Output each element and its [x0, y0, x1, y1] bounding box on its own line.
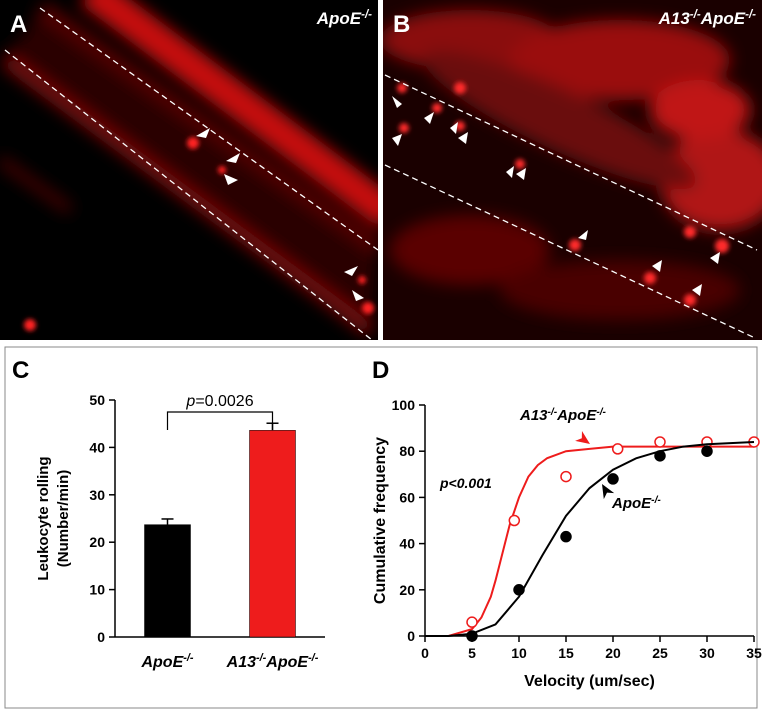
legend-label-part: -/-: [651, 495, 661, 506]
x-tick-label-part: ApoE: [265, 654, 309, 671]
x-tick-label: 30: [699, 645, 715, 661]
significance-label: p=0.0026: [185, 393, 253, 410]
y-tick-label: 0: [407, 628, 415, 644]
panel-label-part: A13: [658, 9, 691, 28]
legend-label: A13-/-ApoE-/-: [519, 407, 607, 425]
data-point: [611, 443, 624, 455]
legend-label: ApoE-/-: [611, 495, 661, 513]
legend-label-part: ApoE: [556, 407, 597, 424]
x-tick-label: 20: [605, 645, 621, 661]
legend-label-part: ApoE: [611, 495, 652, 512]
panel-label-part: -/-: [690, 9, 701, 21]
x-tick-label-part: -/-: [256, 652, 267, 664]
y-tick-label: 20: [89, 534, 105, 550]
legend-arrow: [575, 431, 590, 444]
y-tick-label: 10: [89, 582, 105, 598]
x-tick-label: 25: [652, 645, 668, 661]
data-point: [654, 450, 666, 462]
panel-label: A13-/-ApoE-/-: [658, 9, 757, 28]
y-tick-label: 30: [89, 487, 105, 503]
x-tick-label: A13-/-ApoE-/-: [226, 652, 319, 671]
data-point: [701, 445, 713, 457]
legend-label-part: -/-: [596, 407, 606, 418]
panel-frame: [4, 346, 758, 709]
legend-arrow: [602, 484, 615, 500]
y-tick-label: 0: [97, 629, 105, 645]
x-tick-label: 0: [421, 645, 429, 661]
significance-bracket: [166, 411, 274, 430]
data-point: [560, 470, 572, 483]
x-tick-label: 15: [558, 645, 574, 661]
bar: [144, 524, 191, 638]
panel-label: ApoE-/-: [316, 9, 372, 28]
panel-label-part: -/-: [361, 9, 372, 21]
y-tick-label: 40: [89, 439, 105, 455]
data-point: [607, 473, 619, 485]
legend-label-part: -/-: [548, 407, 558, 418]
data-point: [508, 514, 521, 527]
y-tick-label: 100: [392, 397, 416, 413]
panel-letter: B: [393, 11, 410, 38]
data-point: [466, 616, 478, 628]
y-tick-label: 60: [399, 489, 415, 505]
x-tick-label: 5: [468, 645, 476, 661]
y-tick-label: 40: [399, 536, 415, 552]
x-tick-label: ApoE-/-: [140, 652, 193, 671]
data-point: [466, 630, 478, 642]
error-bar: [161, 518, 174, 525]
panel-letter: D: [372, 357, 389, 384]
x-tick-label: 10: [511, 645, 527, 661]
panel-label-part: ApoE: [700, 9, 746, 28]
annotation: p<0.001: [439, 475, 492, 491]
fit-curve: [425, 440, 755, 637]
x-tick-label: 35: [746, 645, 762, 661]
legend-label-part: A13: [519, 407, 548, 424]
y-tick-label: 20: [399, 582, 415, 598]
x-tick-label-part: ApoE: [140, 654, 184, 671]
y-tick-label: 50: [89, 392, 105, 408]
panel-label-part: -/-: [745, 9, 756, 21]
x-tick-label-part: A13: [226, 654, 256, 671]
x-tick-label-part: -/-: [308, 652, 319, 664]
data-point: [560, 530, 572, 543]
significance-part: =0.0026: [195, 393, 253, 410]
y-axis-label: (Number/min): [55, 470, 72, 568]
micrograph-b: [383, 0, 762, 340]
data-point: [513, 584, 525, 596]
y-axis-label: Cumulative frequency: [372, 437, 389, 604]
significance-part: p: [185, 393, 195, 410]
data-point: [654, 436, 666, 448]
y-axis-label: Leukocyte rolling: [35, 456, 52, 580]
y-tick-label: 80: [399, 443, 415, 459]
panel-letter: C: [12, 357, 29, 384]
x-tick-label-part: -/-: [183, 652, 194, 664]
bar: [249, 430, 296, 638]
panel-letter: A: [10, 11, 27, 38]
panel-label-part: ApoE: [316, 9, 362, 28]
micrograph-a: [0, 0, 378, 340]
x-axis-label: Velocity (um/sec): [524, 673, 655, 690]
